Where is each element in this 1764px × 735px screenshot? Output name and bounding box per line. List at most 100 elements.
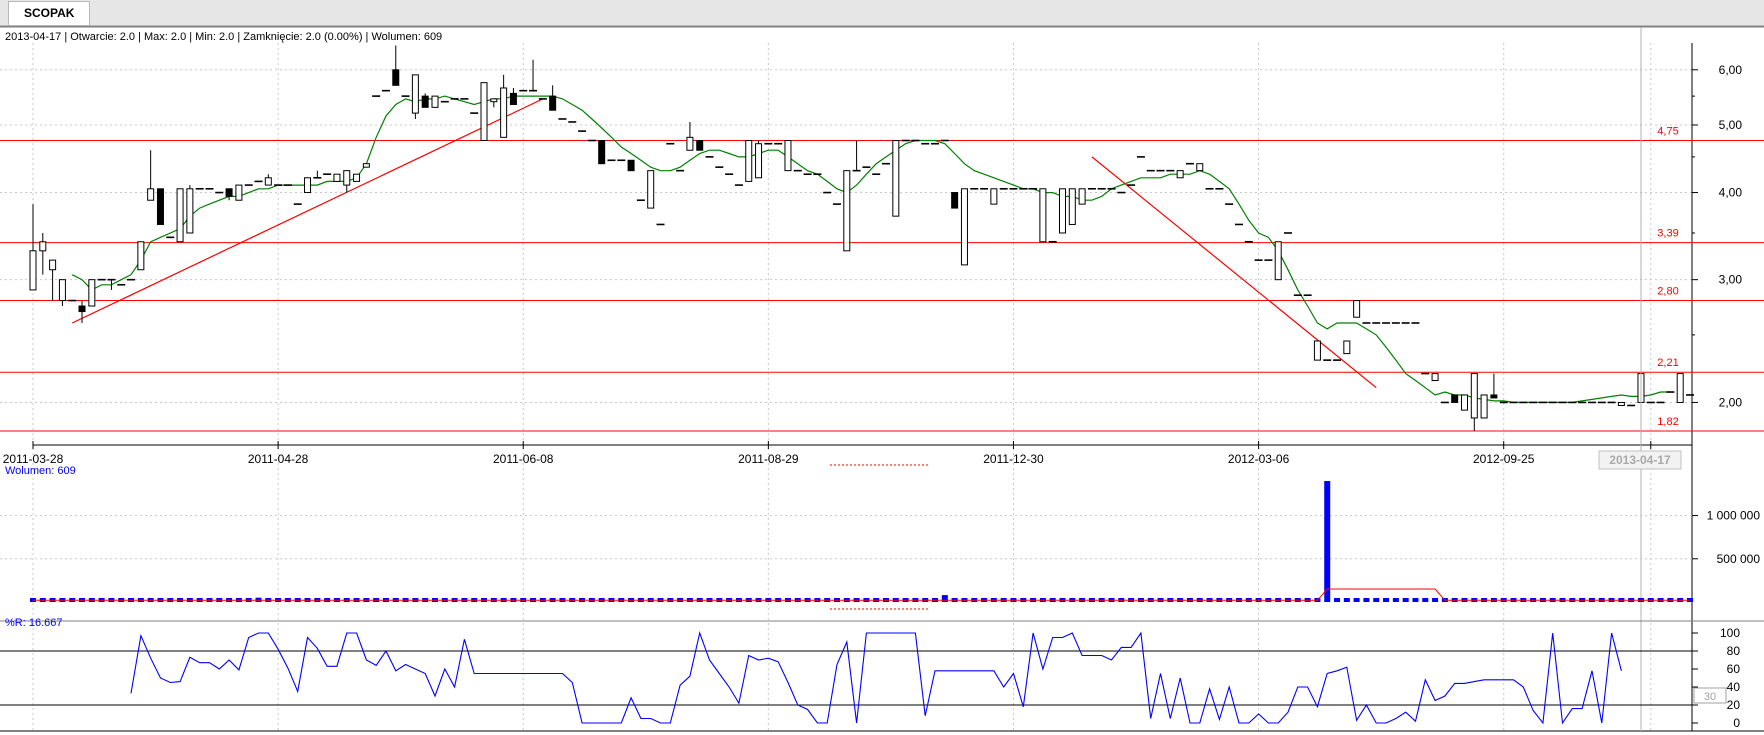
- x-tick-label: 2012-09-25: [1473, 452, 1535, 466]
- candle-down: [510, 93, 516, 104]
- candle-up: [30, 251, 36, 290]
- candle-up: [344, 171, 350, 185]
- candle-up: [1040, 189, 1046, 242]
- candle-up: [1461, 395, 1467, 410]
- trend-line: [1092, 157, 1376, 388]
- wr-cursor-value: 30: [1704, 691, 1716, 703]
- volume-label: Wolumen: 609: [5, 465, 76, 477]
- moving-average-line: [72, 96, 1670, 402]
- candle-down: [226, 189, 232, 197]
- candle-up: [138, 242, 144, 270]
- volume-bar: [1373, 598, 1379, 602]
- candle-up: [687, 137, 693, 150]
- wr-tick-label: 40: [1727, 680, 1741, 694]
- tab-scopak[interactable]: SCOPAK: [8, 1, 90, 25]
- candle-up: [1059, 189, 1065, 233]
- candle-up: [501, 88, 507, 137]
- wr-tick-label: 100: [1720, 626, 1740, 640]
- volume-average-line: [33, 589, 1690, 600]
- wr-line: [131, 633, 1621, 723]
- volume-bar: [1324, 481, 1330, 602]
- candle-up: [1344, 341, 1350, 354]
- level-label: 1,82: [1657, 416, 1678, 428]
- candle-up: [265, 178, 271, 185]
- volume-bar: [1422, 598, 1428, 602]
- candle-up: [1677, 374, 1683, 403]
- x-tick-label: 2011-06-08: [493, 452, 554, 466]
- candle-up: [354, 174, 360, 181]
- candle-up: [746, 141, 752, 182]
- candle-down: [599, 141, 605, 164]
- candle-up: [991, 189, 997, 204]
- x-tick-label: 2012-03-06: [1228, 452, 1290, 466]
- candle-up: [893, 141, 899, 217]
- cursor-date-label: 2013-04-17: [1609, 453, 1671, 467]
- y-tick-label: 4,00: [1719, 186, 1743, 200]
- candle-up: [1432, 374, 1438, 381]
- volume-bar: [1334, 598, 1340, 602]
- candle-up: [363, 164, 369, 167]
- candle-down: [952, 193, 958, 209]
- candle-down: [157, 189, 163, 225]
- candle-up: [89, 280, 95, 306]
- candle-up: [187, 189, 193, 233]
- level-label: 3,39: [1657, 228, 1678, 240]
- candle-up: [1197, 164, 1203, 171]
- candle-up: [148, 189, 154, 200]
- candle-up: [491, 99, 497, 102]
- volume-tick-label: 500 000: [1717, 552, 1761, 566]
- x-tick-label: 2011-08-29: [738, 452, 799, 466]
- candle-down: [422, 96, 428, 107]
- candle-down: [1491, 395, 1497, 398]
- trend-line: [72, 99, 543, 323]
- candle-down: [550, 96, 556, 110]
- volume-bar: [1383, 598, 1389, 602]
- candle-down: [393, 70, 399, 86]
- chart-canvas[interactable]: 2011-03-28 2011-04-28 2011-06-08 2011-08-29…: [0, 27, 1764, 735]
- volume-bar: [1393, 598, 1399, 602]
- candle-up: [1618, 402, 1624, 405]
- candle-down: [697, 141, 703, 151]
- candle-up: [481, 83, 487, 141]
- volume-bar: [1403, 598, 1409, 602]
- info-line: 2013-04-17 | Otwarcie: 2.0 | Max: 2.0 | …: [5, 31, 442, 43]
- chart-frame: 2011-03-28 2011-04-28 2011-06-08 2011-08-29…: [0, 26, 1764, 735]
- candle-up: [844, 171, 850, 251]
- level-label: 4,75: [1657, 126, 1678, 138]
- candle-up: [432, 96, 438, 107]
- level-label: 2,80: [1657, 286, 1678, 298]
- volume-bar: [1412, 598, 1418, 602]
- candle-up: [756, 144, 762, 178]
- y-tick-label: 3,00: [1719, 273, 1743, 287]
- candle-down: [79, 306, 85, 312]
- wr-tick-label: 0: [1733, 716, 1740, 730]
- candle-up: [40, 242, 46, 251]
- volume-bar: [1363, 598, 1369, 602]
- volume-bar: [942, 595, 948, 602]
- volume-bar: [1354, 598, 1360, 602]
- candle-up: [1354, 301, 1360, 318]
- candle-up: [1177, 171, 1183, 178]
- tab-bar: SCOPAK: [0, 0, 1764, 26]
- volume-bar: [1344, 598, 1350, 602]
- candle-up: [648, 171, 654, 208]
- x-tick-label: 2011-03-28: [3, 452, 64, 466]
- y-tick-label: 2,00: [1719, 395, 1743, 409]
- wr-label: %R: 16.667: [5, 617, 62, 629]
- volume-tick-label: 1 000 000: [1707, 509, 1761, 523]
- candle-up: [1471, 374, 1477, 418]
- wr-tick-label: 60: [1727, 662, 1741, 676]
- candle-up: [177, 189, 183, 242]
- candle-up: [305, 178, 311, 193]
- candle-down: [628, 160, 634, 170]
- x-tick-label: 2011-04-28: [248, 452, 309, 466]
- candle-up: [59, 280, 65, 301]
- candle-up: [412, 75, 418, 113]
- candle-up: [334, 174, 340, 181]
- candle-up: [1275, 242, 1281, 280]
- y-tick-label: 6,00: [1719, 63, 1743, 77]
- candle-up: [961, 189, 967, 265]
- level-label: 2,21: [1657, 357, 1678, 369]
- candle-up: [236, 185, 242, 200]
- volume-bar: [1432, 598, 1438, 602]
